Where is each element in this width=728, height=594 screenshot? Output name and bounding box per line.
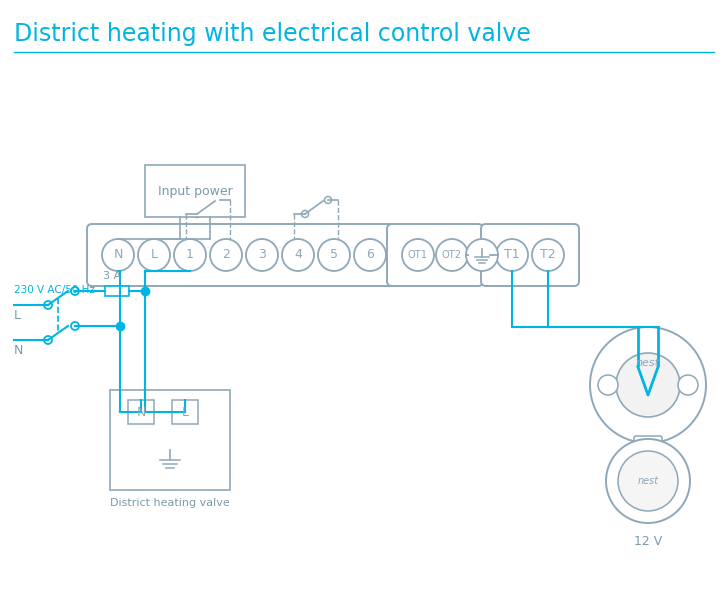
- FancyBboxPatch shape: [105, 286, 129, 296]
- FancyBboxPatch shape: [634, 436, 662, 456]
- Circle shape: [174, 239, 206, 271]
- Text: 4: 4: [294, 248, 302, 261]
- Circle shape: [678, 375, 698, 395]
- FancyBboxPatch shape: [145, 165, 245, 217]
- Text: T2: T2: [540, 248, 555, 261]
- Circle shape: [301, 210, 309, 217]
- Circle shape: [102, 239, 134, 271]
- Circle shape: [44, 336, 52, 344]
- Circle shape: [194, 210, 200, 217]
- Text: T1: T1: [505, 248, 520, 261]
- Text: 12 V: 12 V: [634, 535, 662, 548]
- Circle shape: [616, 353, 680, 417]
- Circle shape: [466, 239, 498, 271]
- Text: 2: 2: [222, 248, 230, 261]
- FancyBboxPatch shape: [110, 390, 230, 490]
- Text: L: L: [181, 406, 189, 419]
- Circle shape: [436, 239, 468, 271]
- Text: nest: nest: [636, 358, 660, 368]
- Circle shape: [402, 239, 434, 271]
- Text: 6: 6: [366, 248, 374, 261]
- Circle shape: [138, 239, 170, 271]
- Text: OT2: OT2: [442, 250, 462, 260]
- Text: 1: 1: [186, 248, 194, 261]
- Circle shape: [282, 239, 314, 271]
- Text: District heating with electrical control valve: District heating with electrical control…: [14, 22, 531, 46]
- Text: N: N: [14, 344, 23, 357]
- Text: District heating valve: District heating valve: [110, 498, 230, 508]
- Text: nest: nest: [638, 476, 659, 486]
- Text: L: L: [151, 248, 157, 261]
- Circle shape: [318, 239, 350, 271]
- Circle shape: [354, 239, 386, 271]
- Circle shape: [598, 375, 618, 395]
- Circle shape: [496, 239, 528, 271]
- Text: 3: 3: [258, 248, 266, 261]
- Circle shape: [71, 322, 79, 330]
- Circle shape: [606, 439, 690, 523]
- Text: L: L: [14, 309, 21, 322]
- Circle shape: [532, 239, 564, 271]
- FancyBboxPatch shape: [87, 224, 401, 286]
- Text: Input power: Input power: [158, 185, 232, 197]
- Text: 5: 5: [330, 248, 338, 261]
- Circle shape: [325, 197, 331, 204]
- Circle shape: [71, 287, 79, 295]
- Circle shape: [590, 327, 706, 443]
- Text: N: N: [114, 248, 123, 261]
- Circle shape: [618, 451, 678, 511]
- FancyBboxPatch shape: [481, 224, 579, 286]
- Text: 230 V AC/50 Hz: 230 V AC/50 Hz: [14, 285, 95, 295]
- Text: N: N: [136, 406, 146, 419]
- Circle shape: [44, 301, 52, 309]
- FancyBboxPatch shape: [387, 224, 483, 286]
- Circle shape: [210, 239, 242, 271]
- Text: 3 A: 3 A: [103, 271, 121, 281]
- FancyBboxPatch shape: [172, 400, 198, 424]
- FancyBboxPatch shape: [128, 400, 154, 424]
- Circle shape: [216, 197, 223, 204]
- Circle shape: [246, 239, 278, 271]
- Text: OT1: OT1: [408, 250, 428, 260]
